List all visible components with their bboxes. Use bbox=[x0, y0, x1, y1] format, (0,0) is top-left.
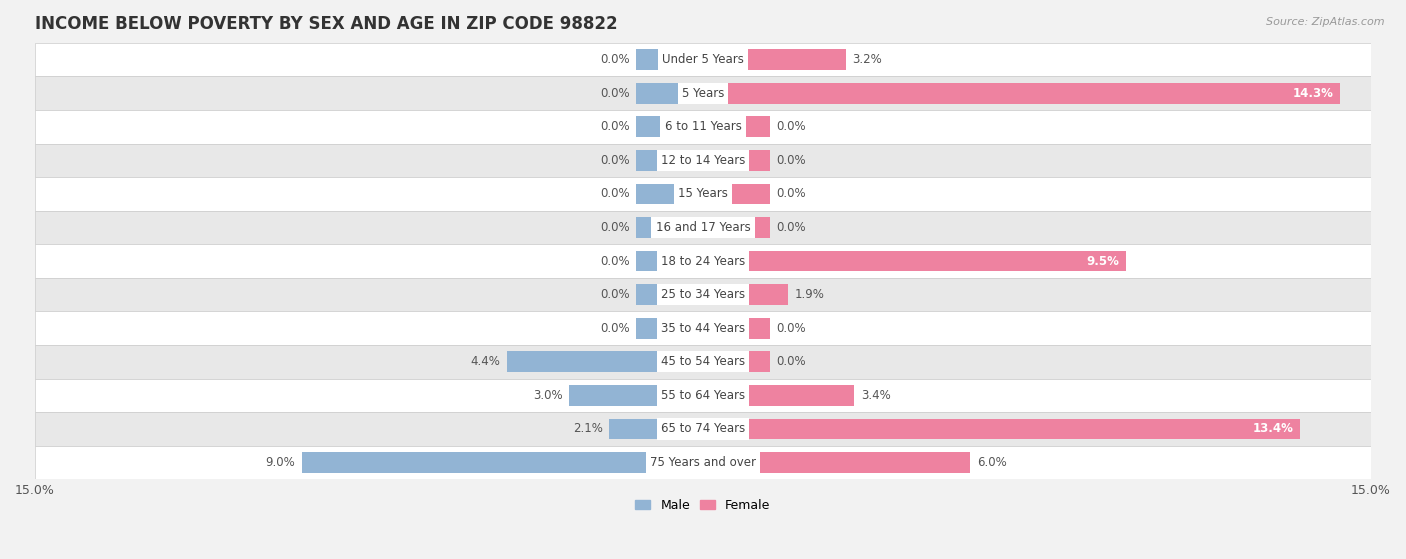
Text: 9.5%: 9.5% bbox=[1087, 254, 1119, 268]
Text: 13.4%: 13.4% bbox=[1253, 423, 1294, 435]
Text: 14.3%: 14.3% bbox=[1292, 87, 1333, 100]
Bar bbox=[703, 284, 787, 305]
Bar bbox=[35, 77, 1371, 110]
Text: 65 to 74 Years: 65 to 74 Years bbox=[661, 423, 745, 435]
Text: 0.0%: 0.0% bbox=[776, 356, 806, 368]
Text: 16 and 17 Years: 16 and 17 Years bbox=[655, 221, 751, 234]
Text: 0.0%: 0.0% bbox=[600, 87, 630, 100]
Text: Source: ZipAtlas.com: Source: ZipAtlas.com bbox=[1267, 17, 1385, 27]
Bar bbox=[35, 110, 1371, 144]
Text: 35 to 44 Years: 35 to 44 Years bbox=[661, 322, 745, 335]
Bar bbox=[636, 83, 703, 103]
Bar bbox=[35, 311, 1371, 345]
Bar bbox=[35, 278, 1371, 311]
Text: 1.9%: 1.9% bbox=[794, 288, 824, 301]
Text: 12 to 14 Years: 12 to 14 Years bbox=[661, 154, 745, 167]
Bar bbox=[703, 452, 970, 473]
Text: 3.2%: 3.2% bbox=[852, 53, 882, 66]
Bar bbox=[636, 250, 703, 272]
Bar bbox=[35, 211, 1371, 244]
Text: 0.0%: 0.0% bbox=[600, 53, 630, 66]
Bar bbox=[569, 385, 703, 406]
Bar bbox=[636, 150, 703, 171]
Text: 0.0%: 0.0% bbox=[600, 154, 630, 167]
Text: 0.0%: 0.0% bbox=[600, 288, 630, 301]
Text: Under 5 Years: Under 5 Years bbox=[662, 53, 744, 66]
Bar bbox=[35, 345, 1371, 378]
Text: 3.0%: 3.0% bbox=[533, 389, 562, 402]
Text: 0.0%: 0.0% bbox=[600, 187, 630, 201]
Text: 25 to 34 Years: 25 to 34 Years bbox=[661, 288, 745, 301]
Bar bbox=[703, 250, 1126, 272]
Text: INCOME BELOW POVERTY BY SEX AND AGE IN ZIP CODE 98822: INCOME BELOW POVERTY BY SEX AND AGE IN Z… bbox=[35, 15, 617, 33]
Bar bbox=[636, 284, 703, 305]
Text: 0.0%: 0.0% bbox=[776, 154, 806, 167]
Legend: Male, Female: Male, Female bbox=[630, 494, 776, 517]
Bar bbox=[636, 49, 703, 70]
Text: 0.0%: 0.0% bbox=[600, 120, 630, 133]
Text: 9.0%: 9.0% bbox=[266, 456, 295, 469]
Bar bbox=[508, 352, 703, 372]
Bar bbox=[636, 183, 703, 205]
Text: 0.0%: 0.0% bbox=[600, 322, 630, 335]
Text: 15 Years: 15 Years bbox=[678, 187, 728, 201]
Bar bbox=[703, 318, 770, 339]
Bar bbox=[636, 116, 703, 137]
Bar bbox=[703, 83, 1340, 103]
Bar bbox=[703, 183, 770, 205]
Text: 45 to 54 Years: 45 to 54 Years bbox=[661, 356, 745, 368]
Text: 0.0%: 0.0% bbox=[776, 322, 806, 335]
Bar bbox=[35, 378, 1371, 412]
Bar bbox=[703, 352, 770, 372]
Text: 0.0%: 0.0% bbox=[600, 254, 630, 268]
Bar bbox=[703, 116, 770, 137]
Text: 2.1%: 2.1% bbox=[572, 423, 603, 435]
Text: 6 to 11 Years: 6 to 11 Years bbox=[665, 120, 741, 133]
Bar bbox=[703, 49, 845, 70]
Text: 4.4%: 4.4% bbox=[471, 356, 501, 368]
Text: 75 Years and over: 75 Years and over bbox=[650, 456, 756, 469]
Bar bbox=[636, 217, 703, 238]
Bar bbox=[302, 452, 703, 473]
Text: 3.4%: 3.4% bbox=[860, 389, 891, 402]
Text: 5 Years: 5 Years bbox=[682, 87, 724, 100]
Text: 0.0%: 0.0% bbox=[600, 221, 630, 234]
Bar bbox=[35, 144, 1371, 177]
Text: 0.0%: 0.0% bbox=[776, 120, 806, 133]
Text: 18 to 24 Years: 18 to 24 Years bbox=[661, 254, 745, 268]
Bar bbox=[703, 419, 1299, 439]
Text: 0.0%: 0.0% bbox=[776, 187, 806, 201]
Bar bbox=[636, 318, 703, 339]
Bar bbox=[35, 412, 1371, 446]
Bar bbox=[35, 446, 1371, 479]
Bar bbox=[35, 177, 1371, 211]
Bar bbox=[703, 150, 770, 171]
Text: 0.0%: 0.0% bbox=[776, 221, 806, 234]
Bar bbox=[609, 419, 703, 439]
Bar bbox=[703, 385, 855, 406]
Text: 6.0%: 6.0% bbox=[977, 456, 1007, 469]
Text: 55 to 64 Years: 55 to 64 Years bbox=[661, 389, 745, 402]
Bar bbox=[703, 217, 770, 238]
Bar bbox=[35, 43, 1371, 77]
Bar bbox=[35, 244, 1371, 278]
